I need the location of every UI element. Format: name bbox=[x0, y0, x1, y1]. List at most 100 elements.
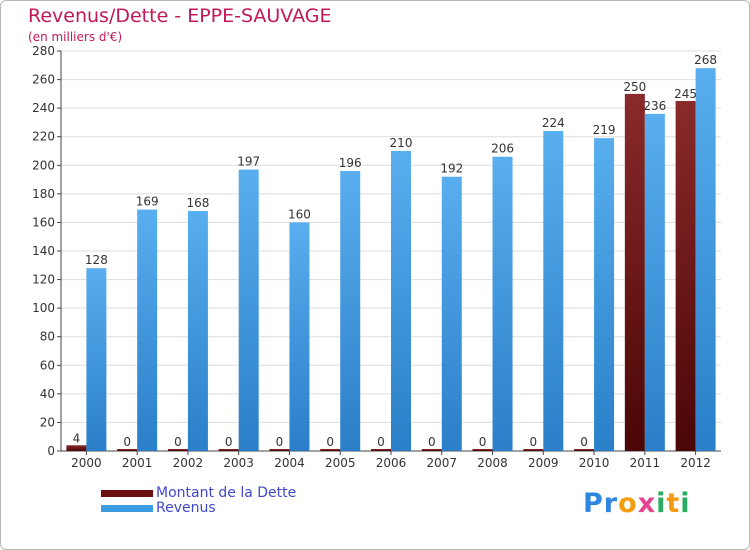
data-label-dette-2003: 0 bbox=[225, 435, 233, 449]
bar-dette-2008 bbox=[472, 449, 493, 451]
legend-label-revenus: Revenus bbox=[156, 500, 216, 516]
data-label-dette-2002: 0 bbox=[174, 435, 182, 449]
y-tick-label-0: 0 bbox=[47, 444, 55, 458]
bar-dette-2009 bbox=[523, 449, 544, 451]
y-tick-label-180: 180 bbox=[32, 187, 55, 201]
data-label-dette-2012: 245 bbox=[674, 87, 697, 101]
x-tick-label-2004: 2004 bbox=[274, 456, 305, 470]
bar-revenus-2003 bbox=[238, 169, 259, 452]
x-tick-label-2008: 2008 bbox=[477, 456, 508, 470]
x-tick-label-2002: 2002 bbox=[173, 456, 204, 470]
legend-item-dette: Montant de la Dette bbox=[101, 485, 361, 502]
bar-revenus-2011 bbox=[644, 113, 665, 451]
data-label-revenus-2003: 197 bbox=[237, 155, 260, 169]
bar-dette-2005 bbox=[320, 449, 341, 451]
logo-letter: x bbox=[637, 488, 657, 519]
y-tick-label-60: 60 bbox=[40, 358, 55, 372]
bar-revenus-2009 bbox=[543, 131, 564, 451]
data-label-dette-2001: 0 bbox=[123, 435, 131, 449]
chart-subtitle: (en milliers d'€) bbox=[28, 30, 123, 44]
bar-dette-2002 bbox=[167, 449, 188, 451]
legend-label-dette: Montant de la Dette bbox=[156, 485, 297, 501]
bar-dette-2003 bbox=[218, 449, 239, 451]
bar-dette-2012 bbox=[675, 101, 696, 451]
logo-letter: i bbox=[656, 488, 667, 519]
data-label-revenus-2011: 236 bbox=[643, 99, 666, 113]
bar-revenus-2008 bbox=[492, 156, 513, 451]
data-label-revenus-2012: 268 bbox=[694, 53, 717, 67]
data-label-revenus-2002: 168 bbox=[186, 196, 209, 210]
data-label-revenus-2010: 219 bbox=[593, 123, 616, 137]
y-tick-label-80: 80 bbox=[40, 330, 55, 344]
bar-dette-2007 bbox=[421, 449, 442, 451]
legend-item-revenus: Revenus bbox=[101, 500, 361, 517]
y-tick-label-200: 200 bbox=[32, 158, 55, 172]
data-label-dette-2000: 4 bbox=[73, 431, 81, 445]
bar-revenus-2000 bbox=[86, 268, 107, 451]
y-tick-label-240: 240 bbox=[32, 101, 55, 115]
bar-dette-2010 bbox=[574, 449, 595, 451]
bar-layer bbox=[66, 68, 716, 452]
axis-layer: 0204060801001201401601802002202402602802… bbox=[32, 44, 721, 470]
data-label-dette-2008: 0 bbox=[479, 435, 487, 449]
data-label-revenus-2009: 224 bbox=[542, 116, 565, 130]
x-tick-label-2009: 2009 bbox=[528, 456, 559, 470]
bar-dette-2004 bbox=[269, 449, 290, 451]
bar-dette-2000 bbox=[66, 445, 87, 451]
data-label-revenus-2007: 192 bbox=[440, 162, 463, 176]
x-tick-label-2000: 2000 bbox=[71, 456, 102, 470]
bar-dette-2006 bbox=[371, 449, 391, 451]
logo-letter: t bbox=[666, 488, 681, 519]
y-tick-label-140: 140 bbox=[32, 244, 55, 258]
data-label-dette-2006: 0 bbox=[377, 435, 385, 449]
logo-letter: P bbox=[583, 488, 604, 519]
bar-dette-2011 bbox=[624, 93, 645, 451]
data-label-dette-2010: 0 bbox=[580, 435, 588, 449]
x-tick-label-2012: 2012 bbox=[680, 456, 711, 470]
x-tick-label-2006: 2006 bbox=[376, 456, 407, 470]
y-tick-label-260: 260 bbox=[32, 73, 55, 87]
y-tick-label-280: 280 bbox=[32, 44, 55, 58]
y-tick-label-160: 160 bbox=[32, 215, 55, 229]
y-tick-label-120: 120 bbox=[32, 273, 55, 287]
data-label-dette-2011: 250 bbox=[623, 80, 646, 94]
data-label-revenus-2004: 160 bbox=[288, 207, 311, 221]
chart-title: Revenus/Dette - EPPE-SAUVAGE bbox=[28, 5, 332, 27]
data-label-revenus-2000: 128 bbox=[85, 253, 108, 267]
legend-swatch-revenus bbox=[101, 505, 153, 512]
data-label-revenus-2005: 196 bbox=[339, 156, 362, 170]
data-label-dette-2009: 0 bbox=[529, 435, 537, 449]
x-tick-label-2005: 2005 bbox=[325, 456, 356, 470]
data-label-revenus-2008: 206 bbox=[491, 142, 514, 156]
data-label-dette-2005: 0 bbox=[326, 435, 334, 449]
logo-letter: i bbox=[680, 488, 691, 519]
bar-revenus-2006 bbox=[391, 151, 411, 451]
y-tick-label-100: 100 bbox=[32, 301, 55, 315]
data-label-revenus-2001: 169 bbox=[136, 195, 159, 209]
data-label-revenus-2006: 210 bbox=[390, 136, 413, 150]
x-tick-label-2007: 2007 bbox=[426, 456, 457, 470]
bar-revenus-2004 bbox=[289, 222, 310, 451]
x-tick-label-2003: 2003 bbox=[223, 456, 254, 470]
bar-revenus-2012 bbox=[695, 68, 716, 452]
y-tick-label-40: 40 bbox=[40, 387, 55, 401]
bar-dette-2001 bbox=[117, 449, 138, 451]
bar-revenus-2005 bbox=[340, 171, 361, 451]
bar-revenus-2001 bbox=[137, 209, 158, 451]
data-label-dette-2007: 0 bbox=[428, 435, 436, 449]
y-tick-label-20: 20 bbox=[40, 415, 55, 429]
x-tick-label-2010: 2010 bbox=[579, 456, 610, 470]
bar-revenus-2010 bbox=[594, 138, 615, 451]
legend-swatch-dette bbox=[101, 490, 153, 497]
label-layer: 4 128 0 169 0 168 0 197 0 160 0 196 0 210 0 192 0 206 0 224… bbox=[73, 53, 718, 449]
proxiti-logo: Proxiti bbox=[583, 488, 691, 519]
x-tick-label-2011: 2011 bbox=[630, 456, 661, 470]
logo-letter: r bbox=[603, 488, 619, 519]
x-tick-label-2001: 2001 bbox=[122, 456, 153, 470]
bar-revenus-2002 bbox=[187, 211, 208, 451]
bar-revenus-2007 bbox=[441, 176, 462, 451]
y-tick-label-220: 220 bbox=[32, 130, 55, 144]
logo-letter: o bbox=[618, 488, 638, 519]
